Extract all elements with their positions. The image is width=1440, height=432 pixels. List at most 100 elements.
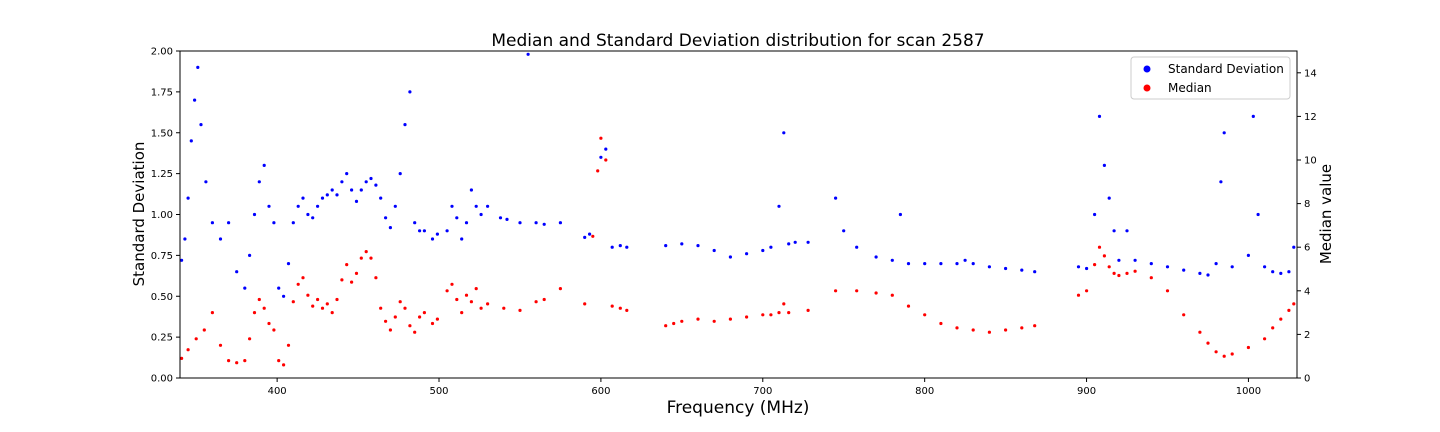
std-point xyxy=(898,212,903,217)
std-point xyxy=(498,216,503,220)
median-point xyxy=(769,313,773,317)
std-point xyxy=(262,163,266,167)
x-tick-label: 900 xyxy=(1077,386,1096,397)
std-point xyxy=(183,237,187,241)
std-point xyxy=(505,217,509,221)
median-point xyxy=(1206,341,1210,345)
std-point xyxy=(769,245,773,249)
std-point xyxy=(1125,229,1129,233)
median-point xyxy=(388,328,392,332)
median-point xyxy=(923,313,927,317)
median-point xyxy=(354,271,359,275)
median-point xyxy=(202,328,206,332)
median-point xyxy=(252,311,257,315)
median-point xyxy=(262,306,266,310)
std-point xyxy=(235,270,239,274)
std-point xyxy=(311,216,315,220)
std-point xyxy=(1292,245,1296,249)
std-point xyxy=(210,221,214,225)
right-y-axis-label: Median value xyxy=(1317,164,1335,264)
median-point xyxy=(464,293,469,297)
std-point xyxy=(248,253,252,257)
std-point xyxy=(408,90,412,94)
median-point xyxy=(296,282,300,286)
std-point xyxy=(834,196,838,200)
median-point xyxy=(235,361,239,365)
std-point xyxy=(450,204,454,208)
std-point xyxy=(777,204,781,208)
std-point xyxy=(712,248,716,253)
legend-label-std: Standard Deviation xyxy=(1168,62,1284,76)
std-point xyxy=(306,212,310,217)
std-point xyxy=(384,216,388,220)
median-point xyxy=(664,324,668,328)
median-point xyxy=(874,291,878,295)
legend-label-median: Median xyxy=(1168,81,1212,95)
std-point xyxy=(558,221,563,225)
median-point xyxy=(364,250,368,254)
std-point xyxy=(890,258,894,262)
std-point xyxy=(939,262,943,266)
std-point xyxy=(787,242,791,246)
median-point xyxy=(320,306,325,310)
std-point xyxy=(806,240,810,244)
std-point xyxy=(542,222,546,226)
median-point xyxy=(1020,326,1024,330)
median-point xyxy=(460,311,464,315)
median-point xyxy=(418,315,422,319)
legend-marker-std xyxy=(1143,65,1151,73)
median-point xyxy=(1125,271,1129,275)
std-point xyxy=(855,245,859,249)
std-point xyxy=(1020,268,1024,272)
median-point xyxy=(1107,265,1111,269)
median-point xyxy=(306,293,310,297)
right-y-tick-label: 14 xyxy=(1304,68,1317,79)
std-point xyxy=(680,242,684,246)
right-y-tick-label: 12 xyxy=(1304,112,1317,123)
right-y-tick-label: 8 xyxy=(1304,199,1310,210)
std-point xyxy=(455,216,459,220)
std-point xyxy=(610,245,614,249)
std-point xyxy=(1076,265,1081,269)
left-y-tick-label: 0.00 xyxy=(151,374,173,385)
std-point xyxy=(199,123,203,127)
median-point xyxy=(282,363,286,367)
median-point xyxy=(186,348,190,352)
std-point xyxy=(460,237,464,241)
std-point xyxy=(196,65,200,69)
median-point xyxy=(398,300,402,304)
std-point xyxy=(583,235,587,239)
std-point xyxy=(364,180,368,184)
median-point xyxy=(712,319,716,323)
std-point xyxy=(359,188,363,192)
std-point xyxy=(180,258,184,262)
left-y-axis: 0.00 0.25 0.50 0.75 1.00 1.25 1.50 1.75 2.00 xyxy=(151,47,180,385)
median-point xyxy=(286,343,291,347)
std-point xyxy=(745,252,749,256)
median-point xyxy=(445,289,449,293)
median-point xyxy=(267,321,271,326)
median-point xyxy=(1222,354,1226,358)
median-point xyxy=(596,169,600,173)
median-point xyxy=(1165,289,1170,293)
median-point xyxy=(787,311,791,315)
median-point xyxy=(542,297,546,302)
std-point xyxy=(1279,271,1283,275)
median-point xyxy=(906,304,911,308)
median-point xyxy=(277,359,281,363)
std-point xyxy=(413,221,417,225)
std-point xyxy=(267,204,271,208)
std-point xyxy=(464,221,469,225)
std-point xyxy=(1085,266,1089,271)
std-point xyxy=(971,262,975,266)
median-point xyxy=(591,234,595,238)
median-point xyxy=(1097,245,1102,249)
median-point xyxy=(558,287,563,291)
std-point xyxy=(330,188,334,192)
median-point xyxy=(1263,337,1267,341)
right-y-tick-label: 6 xyxy=(1304,243,1310,254)
left-y-tick-label: 1.50 xyxy=(151,128,173,139)
left-y-tick-label: 1.75 xyxy=(151,87,173,98)
std-point xyxy=(604,147,608,151)
std-point xyxy=(1182,268,1186,272)
